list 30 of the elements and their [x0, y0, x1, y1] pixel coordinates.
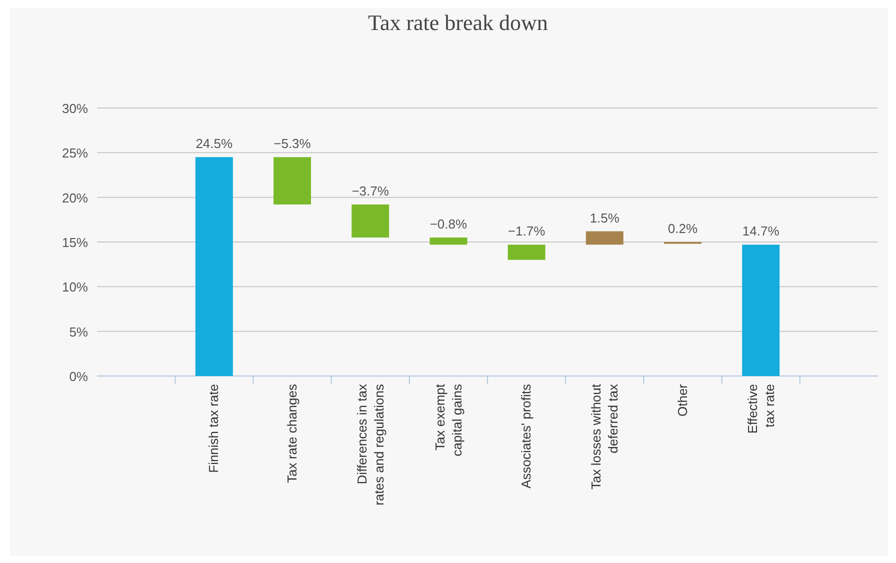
data-label: 24.5%: [196, 136, 234, 152]
y-tick-label: 30%: [62, 101, 88, 116]
data-label: 14.7%: [742, 224, 780, 239]
bar: [742, 244, 780, 376]
y-tick-label: 20%: [62, 190, 88, 206]
bar: [508, 244, 546, 260]
bar: [195, 157, 233, 376]
x-tick-label: Associates' profits: [518, 384, 534, 488]
y-tick-label: 0%: [69, 369, 88, 384]
x-tick-label: Other: [674, 383, 690, 417]
x-tick-label: Effective tax rate: [744, 384, 777, 434]
data-label: −3.7%: [352, 183, 390, 198]
y-tick-label: 15%: [62, 235, 88, 250]
bar: [274, 157, 311, 204]
x-tick-label: Finnish tax rate: [206, 384, 222, 473]
bar: [352, 204, 390, 238]
data-label: 0.2%: [668, 221, 698, 236]
x-tick-label: Tax losses without deferred tax: [588, 384, 621, 490]
y-tick-label: 5%: [69, 324, 88, 340]
chart-title: Tax rate break down: [368, 10, 548, 35]
bar: [586, 231, 624, 245]
data-label: −1.7%: [508, 224, 546, 239]
data-label: −0.8%: [430, 216, 468, 232]
y-tick-label: 10%: [62, 280, 88, 295]
x-tick-label: Differences in tax rates and regulations: [354, 384, 386, 506]
data-label: −5.3%: [274, 136, 312, 152]
y-tick-label: 25%: [62, 146, 88, 161]
data-label: 1.5%: [590, 210, 620, 226]
x-tick-label: Tax rate changes: [284, 384, 300, 484]
bar: [430, 238, 468, 245]
